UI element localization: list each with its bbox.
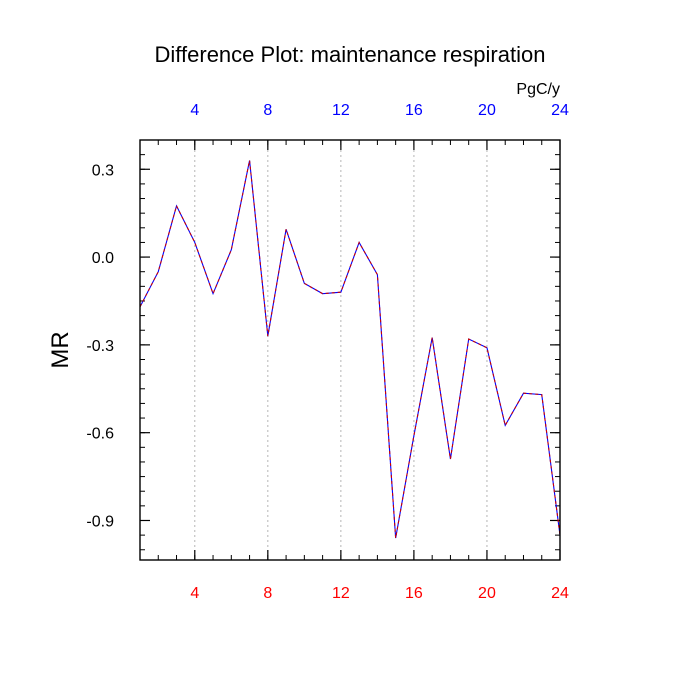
y-tick-label: 0.0 bbox=[92, 250, 114, 267]
y-tick-labels: 0.3 0.0 -0.3 -0.6 -0.9 bbox=[86, 162, 114, 530]
data-series bbox=[140, 160, 560, 538]
x-tick-label-bottom: 4 bbox=[190, 585, 199, 602]
major-ticks bbox=[140, 140, 560, 560]
x-tick-label-bottom: 16 bbox=[405, 585, 423, 602]
chart-title: Difference Plot: maintenance respiration bbox=[155, 42, 546, 67]
x-tick-label-top: 16 bbox=[405, 102, 423, 119]
x-tick-label-top: 12 bbox=[332, 102, 350, 119]
plot-frame bbox=[140, 140, 560, 560]
series-line-overlay-0 bbox=[140, 160, 560, 538]
x-tick-label-bottom: 12 bbox=[332, 585, 350, 602]
difference-plot: Difference Plot: maintenance respiration… bbox=[0, 0, 700, 700]
x-tick-label-bottom: 24 bbox=[551, 585, 569, 602]
y-axis-label: MR bbox=[47, 331, 74, 368]
series-line-0 bbox=[140, 160, 560, 538]
y-tick-label: -0.3 bbox=[86, 338, 114, 355]
gridlines bbox=[195, 140, 487, 560]
x-tick-label-top: 4 bbox=[190, 102, 199, 119]
x-tick-label-bottom: 20 bbox=[478, 585, 496, 602]
y-tick-label: -0.6 bbox=[86, 426, 114, 443]
x-tick-labels-top: 4 8 12 16 20 24 bbox=[190, 102, 569, 119]
x-tick-label-bottom: 8 bbox=[263, 585, 272, 602]
y-tick-label: -0.9 bbox=[86, 513, 114, 530]
minor-ticks bbox=[140, 140, 560, 560]
y-tick-label: 0.3 bbox=[92, 162, 114, 179]
x-tick-labels-bottom: 4 8 12 16 20 24 bbox=[190, 585, 569, 602]
x-tick-label-top: 20 bbox=[478, 102, 496, 119]
units-label: PgC/y bbox=[516, 81, 560, 98]
x-tick-label-top: 24 bbox=[551, 102, 569, 119]
x-tick-label-top: 8 bbox=[263, 102, 272, 119]
